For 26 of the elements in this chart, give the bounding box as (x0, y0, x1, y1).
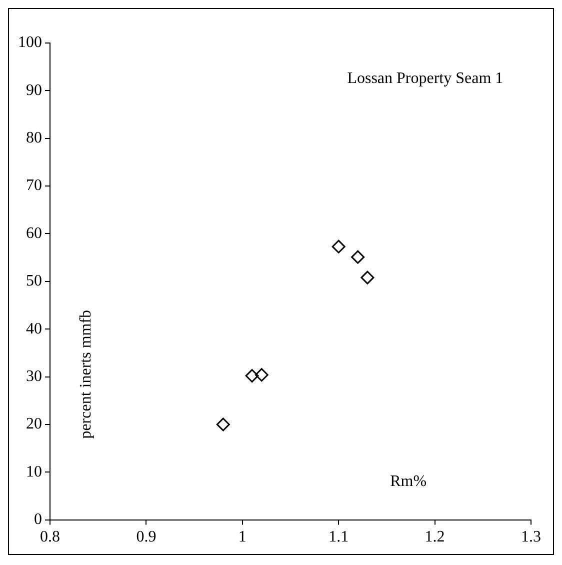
y-tick-label: 30 (26, 368, 42, 385)
point (332, 240, 346, 254)
x-tick-label: 1.3 (521, 528, 541, 546)
y-tick-label: 80 (26, 130, 42, 147)
y-tick-label: 40 (26, 320, 42, 338)
x-tick-label: 0.9 (136, 528, 156, 546)
y-tick-label: 0 (34, 511, 42, 528)
x-tick-label: 1.1 (328, 528, 349, 546)
x-axis-title: Rm% (390, 472, 427, 490)
x-tick-label: 1 (238, 528, 246, 546)
y-axis-title: percent inerts mmfb (77, 310, 94, 439)
y-tick-label: 90 (26, 82, 42, 99)
y-tick-label: 100 (18, 34, 42, 52)
point (245, 369, 259, 383)
x-tick-label: 1.2 (424, 528, 445, 546)
point (216, 418, 230, 432)
y-tick-label: 10 (26, 463, 42, 480)
x-tick-label: 0.8 (40, 528, 60, 546)
y-tick-label: 60 (26, 224, 42, 242)
point (254, 368, 268, 382)
y-tick-label: 50 (26, 272, 42, 290)
y-tick-label: 70 (26, 177, 42, 194)
y-tick-label: 20 (26, 416, 42, 433)
text: Lossan Property Seam 1 (347, 70, 504, 87)
point (351, 250, 365, 264)
point (360, 270, 374, 284)
